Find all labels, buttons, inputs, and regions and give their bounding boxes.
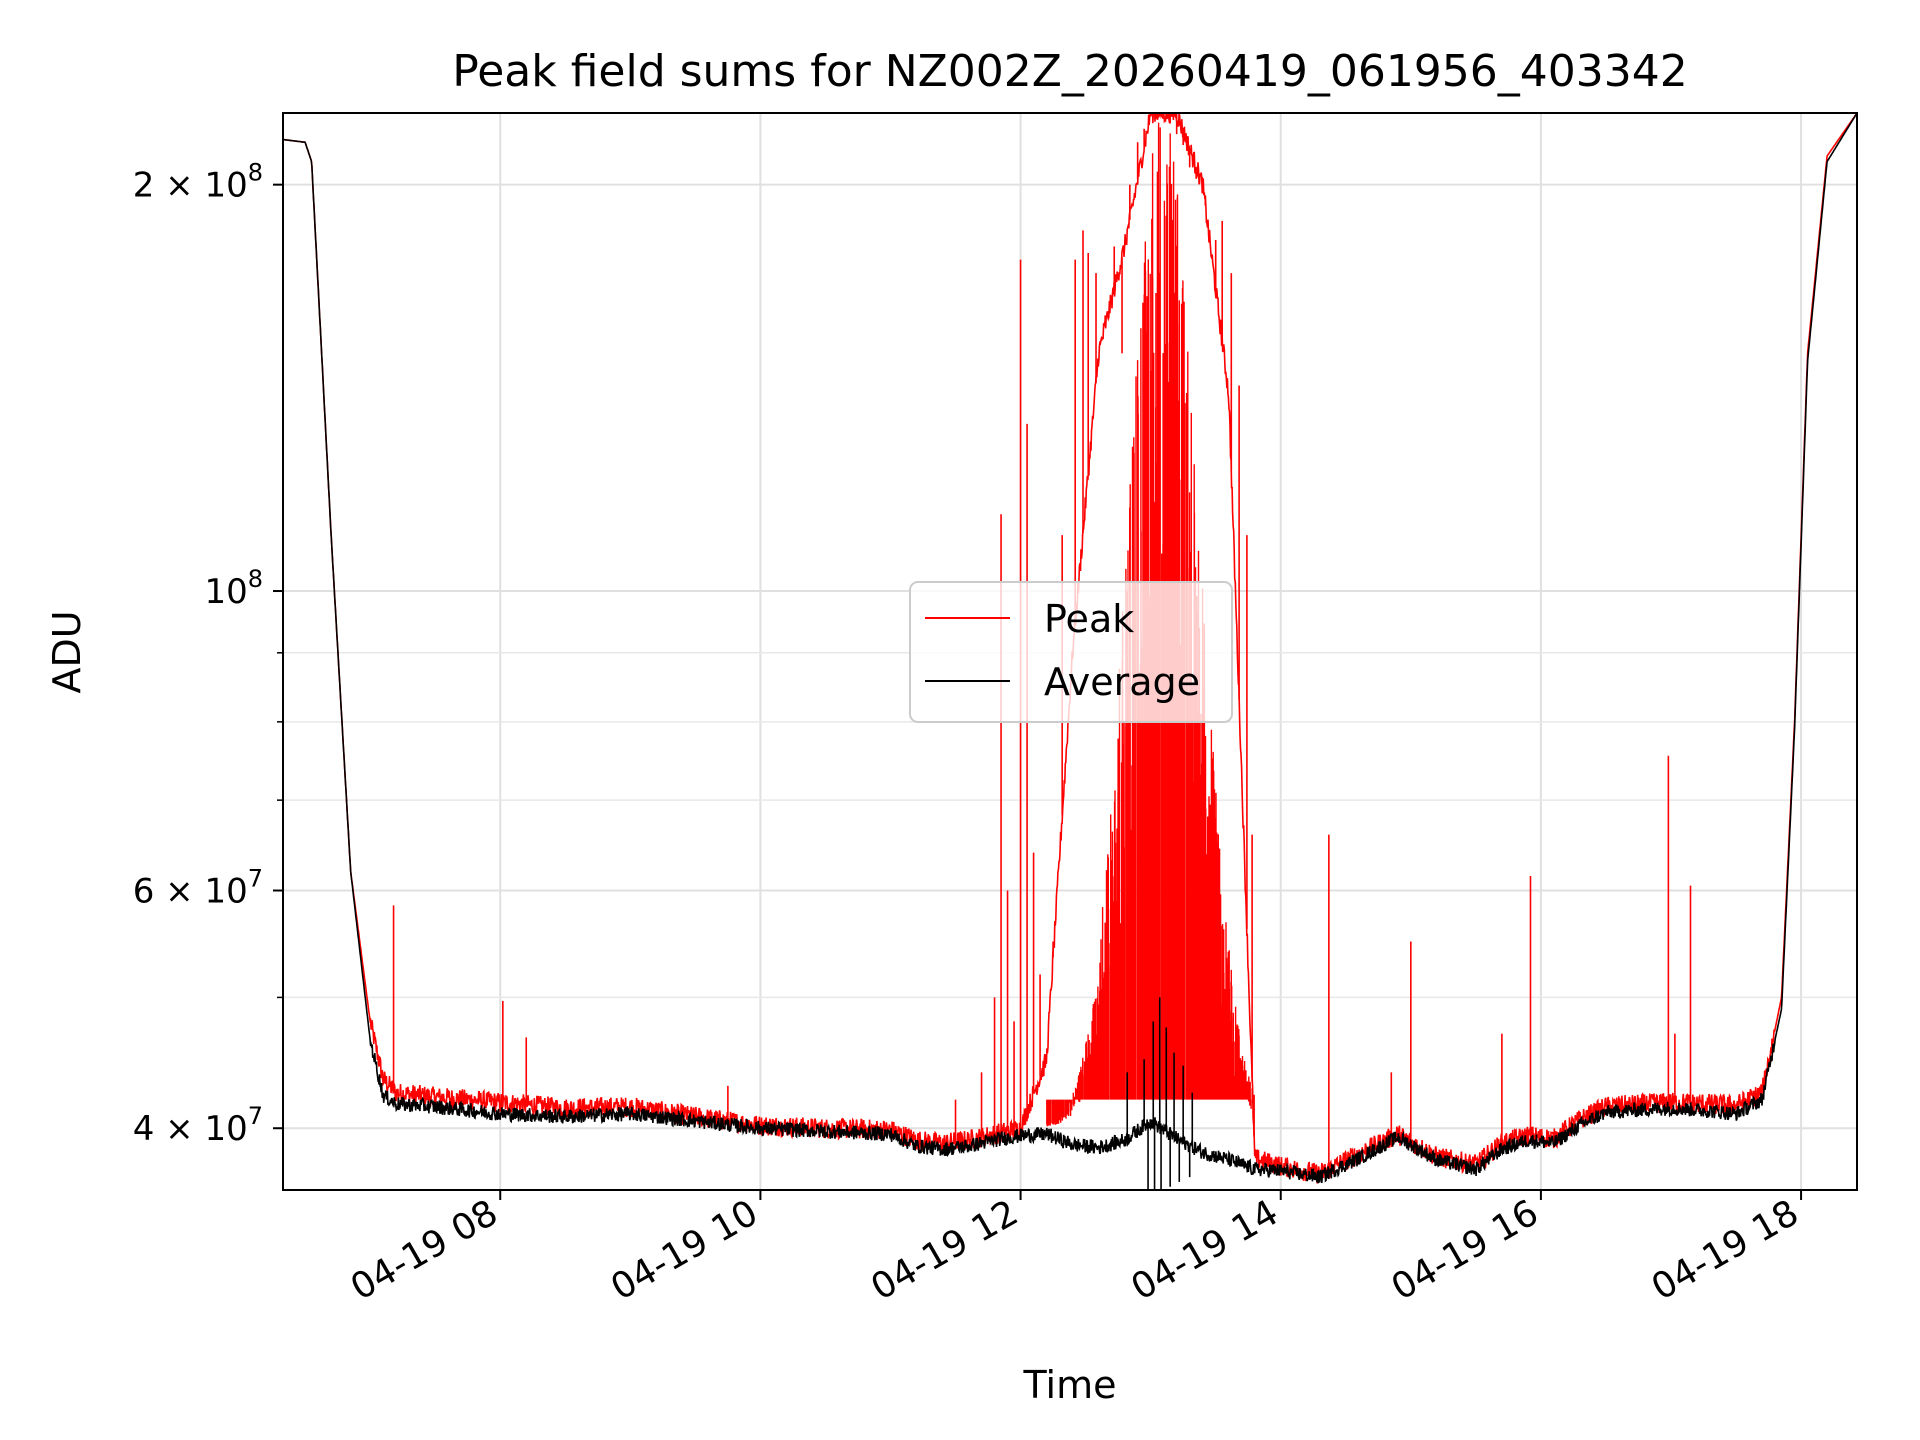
y-tick-label: 2 × 108	[133, 159, 263, 206]
chart-title: Peak field sums for NZ002Z_20260419_0619…	[452, 46, 1688, 97]
legend-peak-label: Peak	[1044, 597, 1134, 641]
series-average	[283, 113, 1857, 1190]
y-tick-label: 108	[204, 565, 263, 612]
legend: Peak Average	[909, 581, 1233, 723]
average-line	[283, 113, 1857, 1184]
legend-average-label: Average	[1044, 660, 1200, 704]
y-tick-label: 4 × 107	[133, 1102, 263, 1149]
y-axis-label: ADU	[45, 610, 89, 693]
y-tick-label: 6 × 107	[133, 865, 263, 912]
plot-frame	[282, 112, 1858, 1191]
x-axis-label: Time	[1023, 1363, 1117, 1407]
